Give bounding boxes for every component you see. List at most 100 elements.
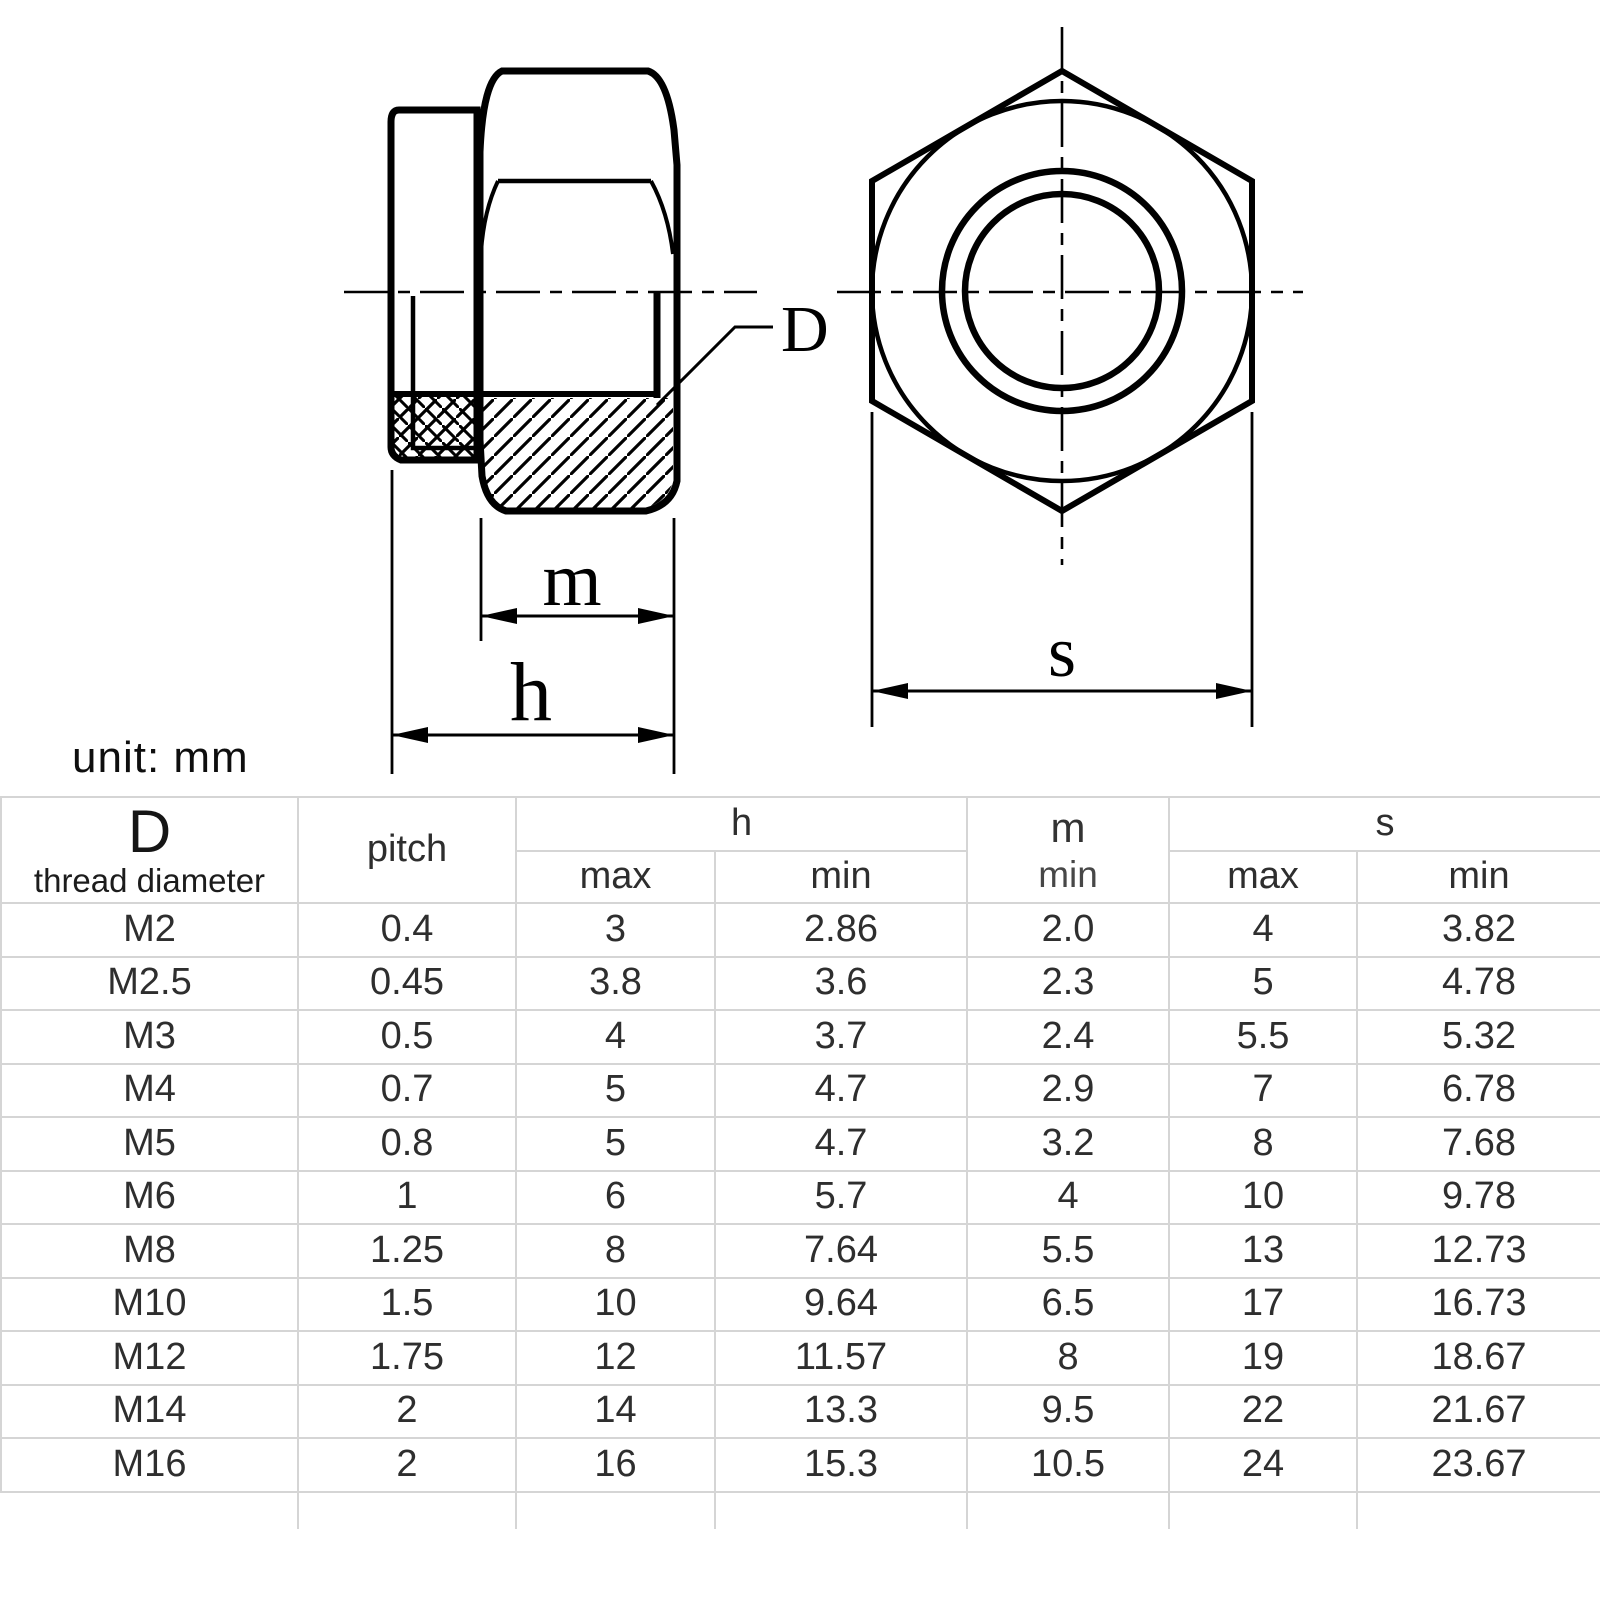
cell-m-min: 10.5 bbox=[966, 1437, 1171, 1493]
cell-h-min: 4.7 bbox=[713, 1062, 969, 1118]
cell-s-min: 7.68 bbox=[1356, 1116, 1600, 1172]
chamfer-arc-right bbox=[649, 180, 675, 255]
cell-h-max: 10 bbox=[515, 1276, 716, 1332]
cell-pitch: 1.75 bbox=[297, 1330, 517, 1386]
cell-s-max: 5.5 bbox=[1168, 1009, 1359, 1065]
cell-h-min: 11.57 bbox=[713, 1330, 969, 1386]
cell-s-max: 19 bbox=[1168, 1330, 1359, 1386]
cell-h-min: 15.3 bbox=[713, 1437, 969, 1493]
cell-h-max: 3.8 bbox=[515, 955, 716, 1011]
m-arrow-left bbox=[481, 608, 517, 624]
table-row-m6: M6 1 6 5.7 4 10 9.78 bbox=[0, 1169, 1600, 1225]
cell-h-min: 4.7 bbox=[713, 1116, 969, 1172]
cell-pitch: 0.8 bbox=[297, 1116, 517, 1172]
cell-m-min: 2.3 bbox=[966, 955, 1171, 1011]
table-row-m10: M10 1.5 10 9.64 6.5 17 16.73 bbox=[0, 1276, 1600, 1332]
cell-d: M8 bbox=[0, 1223, 299, 1279]
cell-s-min: 18.67 bbox=[1356, 1330, 1600, 1386]
cell-m-min: 2.4 bbox=[966, 1009, 1171, 1065]
stub-cell bbox=[715, 1491, 969, 1529]
cell-m-min: 2.0 bbox=[966, 902, 1171, 958]
stub-cell bbox=[967, 1491, 1171, 1529]
dimension-m bbox=[479, 518, 676, 774]
cell-d: M10 bbox=[0, 1276, 299, 1332]
cell-pitch: 2 bbox=[297, 1437, 517, 1493]
cell-d: M6 bbox=[0, 1169, 299, 1225]
cell-h-max: 5 bbox=[515, 1116, 716, 1172]
insert-pocket-lines bbox=[410, 296, 477, 451]
cell-h-min: 13.3 bbox=[713, 1383, 969, 1439]
table-row-m2-5: M2.5 0.45 3.8 3.6 2.3 5 4.78 bbox=[0, 955, 1600, 1011]
h-arrow-left bbox=[392, 727, 428, 743]
cell-d: M16 bbox=[0, 1437, 299, 1493]
stub-cell bbox=[1357, 1492, 1600, 1529]
table-header-row: D thread diameter pitch h m min s bbox=[0, 796, 1600, 904]
cell-s-max: 17 bbox=[1168, 1276, 1359, 1332]
s-dimension-label: s bbox=[1048, 612, 1076, 692]
cell-h-max: 3 bbox=[515, 902, 716, 958]
cell-pitch: 1.25 bbox=[297, 1223, 517, 1279]
s-arrow-left bbox=[872, 683, 908, 699]
cell-h-max: 8 bbox=[515, 1223, 716, 1279]
table-row-m5: M5 0.8 5 4.7 3.2 8 7.68 bbox=[0, 1116, 1600, 1172]
cell-s-max: 13 bbox=[1168, 1223, 1359, 1279]
cell-s-max: 24 bbox=[1168, 1437, 1359, 1493]
cell-s-min: 4.78 bbox=[1356, 955, 1600, 1011]
cell-h-min: 5.7 bbox=[713, 1169, 969, 1225]
header-s-max: max bbox=[1168, 850, 1359, 904]
table-row-m4: M4 0.7 5 4.7 2.9 7 6.78 bbox=[0, 1062, 1600, 1118]
cell-pitch: 2 bbox=[297, 1383, 517, 1439]
stub-cell bbox=[1169, 1491, 1359, 1529]
cell-pitch: 1 bbox=[297, 1169, 517, 1225]
h-dimension-label: h bbox=[510, 646, 552, 739]
h-arrow-right bbox=[638, 727, 674, 743]
table-row-m8: M8 1.25 8 7.64 5.5 13 12.73 bbox=[0, 1223, 1600, 1279]
cell-h-max: 6 bbox=[515, 1169, 716, 1225]
cell-s-min: 16.73 bbox=[1356, 1276, 1600, 1332]
cell-d: M12 bbox=[0, 1330, 299, 1386]
unit-label: unit: mm bbox=[72, 733, 249, 782]
cell-pitch: 0.7 bbox=[297, 1062, 517, 1118]
header-d-subtitle: thread diameter bbox=[33, 862, 266, 899]
header-m-min: min bbox=[1038, 854, 1098, 895]
table-row-m12: M12 1.75 12 11.57 8 19 18.67 bbox=[0, 1330, 1600, 1386]
header-pitch: pitch bbox=[297, 796, 517, 904]
cell-pitch: 0.45 bbox=[297, 955, 517, 1011]
cell-d: M14 bbox=[0, 1383, 299, 1439]
cell-h-max: 16 bbox=[515, 1437, 716, 1493]
s-arrow-right bbox=[1216, 683, 1252, 699]
cell-h-min: 9.64 bbox=[713, 1276, 969, 1332]
table-row-m3: M3 0.5 4 3.7 2.4 5.5 5.32 bbox=[0, 1009, 1600, 1065]
locknut-drawing-svg: D m h bbox=[344, 27, 1303, 774]
chamfer-arc-left bbox=[479, 180, 500, 253]
cell-s-min: 6.78 bbox=[1356, 1062, 1600, 1118]
stub-cell bbox=[1, 1491, 299, 1529]
cell-s-max: 22 bbox=[1168, 1383, 1359, 1439]
cell-s-max: 10 bbox=[1168, 1169, 1359, 1225]
table-subheader-row: max min max min bbox=[1, 850, 1600, 904]
cell-h-max: 5 bbox=[515, 1062, 716, 1118]
spec-table: D thread diameter pitch h m min s max mi… bbox=[0, 796, 1600, 1529]
header-m-section: m min bbox=[966, 796, 1171, 904]
thread-diameter-label: D bbox=[781, 293, 829, 366]
cell-s-min: 5.32 bbox=[1356, 1009, 1600, 1065]
stub-cell bbox=[516, 1491, 716, 1529]
body-section-hatch bbox=[483, 398, 673, 508]
cell-d: M3 bbox=[0, 1009, 299, 1065]
cell-s-min: 3.82 bbox=[1356, 902, 1600, 958]
cell-s-max: 8 bbox=[1168, 1116, 1359, 1172]
cell-m-min: 6.5 bbox=[966, 1276, 1171, 1332]
table-row-m14: M14 2 14 13.3 9.5 22 21.67 bbox=[0, 1383, 1600, 1439]
cell-m-min: 2.9 bbox=[966, 1062, 1171, 1118]
cell-s-min: 9.78 bbox=[1356, 1169, 1600, 1225]
dimension-h bbox=[390, 470, 674, 774]
cell-d: M5 bbox=[0, 1116, 299, 1172]
cell-h-min: 7.64 bbox=[713, 1223, 969, 1279]
cell-d: M4 bbox=[0, 1062, 299, 1118]
cell-s-min: 23.67 bbox=[1356, 1437, 1600, 1493]
header-h-section: h bbox=[514, 796, 969, 852]
header-d-title: D bbox=[127, 798, 172, 865]
header-h-max: max bbox=[515, 850, 716, 904]
cell-d: M2.5 bbox=[0, 955, 299, 1011]
